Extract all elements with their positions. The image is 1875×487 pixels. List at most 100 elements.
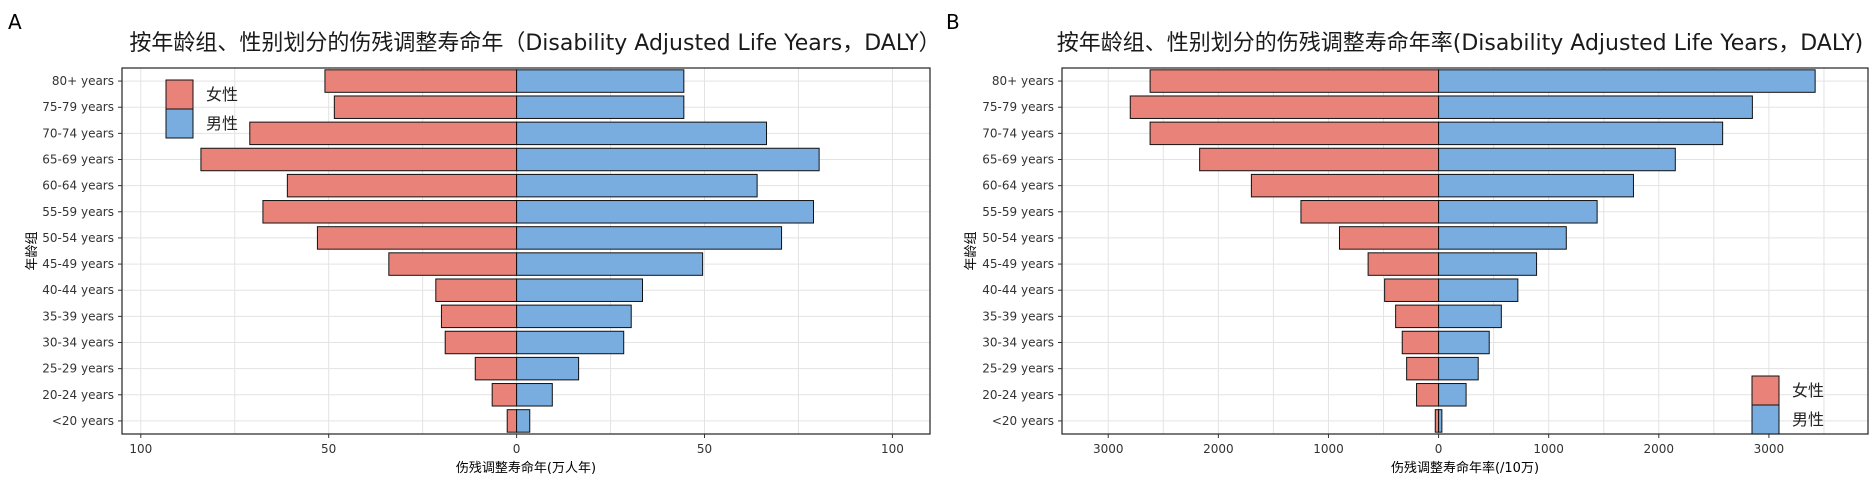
panel-a-y-tick-label: 65-69 years xyxy=(42,153,114,167)
panel-b-bar-male xyxy=(1438,226,1567,250)
panel-a-bar-female xyxy=(440,304,518,329)
panel-b-plot-frame xyxy=(1061,67,1869,435)
panel-a-x-tick-label: 100 xyxy=(129,442,152,456)
panel-a-title: 按年龄组、性别划分的伤残调整寿命年（Disability Adjusted Li… xyxy=(129,31,940,56)
panel-a: A 按年龄组、性别划分的伤残调整寿命年（Disability Adjusted … xyxy=(8,10,941,476)
panel-a-bars xyxy=(200,69,820,433)
panel-a-y-tick-label: 70-74 years xyxy=(42,126,114,140)
panel-b-x-ticks: 3000 2000 1000 0 1000 2000 3000 xyxy=(1093,434,1784,456)
panel-a-y-tick-label: 80+ years xyxy=(52,74,114,88)
panel-a-bar-female xyxy=(333,95,518,119)
panel-b-bar-female xyxy=(1149,69,1440,93)
panel-a-x-axis-label: 伤残调整寿命年(万人年) xyxy=(456,460,596,476)
panel-b-bar-male xyxy=(1438,356,1479,381)
panel-b-x-tick-label: 2000 xyxy=(1644,442,1675,456)
panel-a-bar-male xyxy=(516,173,758,198)
panel-b-y-tick-label: 25-29 years xyxy=(982,362,1054,376)
panel-a-bar-female xyxy=(444,330,518,355)
panel-a-bar-female xyxy=(491,383,518,407)
panel-b-bar-male xyxy=(1438,278,1519,302)
panel-b-x-tick-label: 1000 xyxy=(1533,442,1564,456)
panel-a-y-tick-label: 30-34 years xyxy=(42,336,114,350)
panel-b-bar-female xyxy=(1416,383,1440,407)
panel-b-y-tick-label: 30-34 years xyxy=(982,336,1054,350)
panel-a-y-tick-label: 40-44 years xyxy=(42,283,114,297)
panel-a-y-tick-label: 45-49 years xyxy=(42,257,114,271)
panel-a-bar-female xyxy=(506,409,518,433)
panel-b-bar-female xyxy=(1149,121,1440,146)
panel-b-x-tick-label: 3000 xyxy=(1754,442,1785,456)
panel-a-legend-swatch xyxy=(165,79,194,110)
panel-b-x-axis-label: 伤残调整寿命年率(/10万) xyxy=(1391,460,1539,476)
panel-a-bar-female xyxy=(324,69,518,93)
panel-b-y-tick-label: 60-64 years xyxy=(982,179,1054,193)
panel-a-bar-female xyxy=(388,252,518,276)
panel-b-bar-male xyxy=(1438,383,1467,407)
panel-b-bar-female xyxy=(1129,95,1440,119)
panel-a-y-axis-label: 年龄组 xyxy=(25,231,40,270)
panel-b-x-tick-label: 2000 xyxy=(1203,442,1234,456)
panel-a-bar-female xyxy=(286,173,518,198)
panel-a-y-tick-label: 60-64 years xyxy=(42,179,114,193)
panel-a-bar-male xyxy=(516,95,685,119)
panel-a-y-tick-label: 20-24 years xyxy=(42,388,114,402)
panel-b-bars xyxy=(1129,69,1816,433)
panel-b-y-tick-label: 80+ years xyxy=(992,74,1054,88)
panel-a-y-tick-label: 25-29 years xyxy=(42,362,114,376)
panel-b-y-tick-label: <20 years xyxy=(992,414,1054,428)
panel-a-letter: A xyxy=(8,10,22,34)
panel-a-x-tick-label: 50 xyxy=(697,442,712,456)
panel-a-y-ticks: 80+ years 75-79 years 70-74 years 65-69 yea… xyxy=(42,74,122,428)
panel-a-bar-male xyxy=(516,147,820,172)
panel-b-bar-male xyxy=(1438,252,1538,276)
panel-a-bar-male xyxy=(516,121,768,146)
panel-b-bar-male xyxy=(1438,409,1443,433)
panel-a-y-tick-label: 55-59 years xyxy=(42,205,114,219)
panel-b-bar-male xyxy=(1438,147,1676,172)
panel-b-bar-male xyxy=(1438,330,1490,355)
panel-b-bar-female xyxy=(1384,278,1440,302)
panel-b-y-tick-label: 55-59 years xyxy=(982,205,1054,219)
panel-b-legend-swatch xyxy=(1751,404,1780,435)
panel-a-bar-male xyxy=(516,383,553,407)
panel-b-y-tick-label: 20-24 years xyxy=(982,388,1054,402)
panel-a-y-tick-label: <20 years xyxy=(52,414,114,428)
panel-a-bar-female xyxy=(316,226,518,250)
panel-a-bar-male xyxy=(516,226,783,250)
panel-b-y-tick-label: 75-79 years xyxy=(982,100,1054,114)
panel-a-y-tick-label: 50-54 years xyxy=(42,231,114,245)
panel-b-y-tick-label: 35-39 years xyxy=(982,309,1054,323)
panel-b-y-tick-label: 50-54 years xyxy=(982,231,1054,245)
panel-a-legend-label: 女性 xyxy=(206,85,238,104)
panel-b-y-ticks: 80+ years 75-79 years 70-74 years 65-69 yea… xyxy=(982,74,1062,428)
panel-a-y-tick-label: 35-39 years xyxy=(42,309,114,323)
panel-a-x-tick-label: 0 xyxy=(513,442,521,456)
panel-a-y-tick-label: 75-79 years xyxy=(42,100,114,114)
panel-a-x-tick-label: 50 xyxy=(321,442,336,456)
panel-a-bar-female xyxy=(249,121,518,146)
panel-b-legend-label: 男性 xyxy=(1792,410,1824,429)
panel-b-legend-label: 女性 xyxy=(1792,381,1824,400)
panel-b-bar-male xyxy=(1438,200,1598,224)
panel-a-bar-female xyxy=(435,278,518,302)
panel-a-bar-male xyxy=(516,304,632,329)
panel-b-x-tick-label: 3000 xyxy=(1093,442,1124,456)
panel-a-x-tick-label: 100 xyxy=(881,442,904,456)
panel-a-bar-female xyxy=(474,356,518,381)
panel-b-y-tick-label: 45-49 years xyxy=(982,257,1054,271)
panel-a-legend-label: 男性 xyxy=(206,114,238,133)
panel-b-bar-male xyxy=(1438,95,1753,119)
panel-b-bar-male xyxy=(1438,121,1724,146)
panel-a-x-ticks: 100 50 0 50 100 xyxy=(129,434,904,456)
panel-a-bar-male xyxy=(516,356,580,381)
panel-a-legend-swatch xyxy=(165,108,194,139)
panel-b-bar-female xyxy=(1401,330,1440,355)
panel-b-x-tick-label: 1000 xyxy=(1313,442,1344,456)
panel-a-bar-female xyxy=(262,200,518,224)
panel-b-bar-female xyxy=(1395,304,1440,329)
panel-b-bar-female xyxy=(1300,200,1440,224)
panel-a-bar-male xyxy=(516,278,644,302)
panel-a-bar-female xyxy=(200,147,518,172)
panel-b-title: 按年龄组、性别划分的伤残调整寿命年率(Disability Adjusted L… xyxy=(1057,31,1863,56)
